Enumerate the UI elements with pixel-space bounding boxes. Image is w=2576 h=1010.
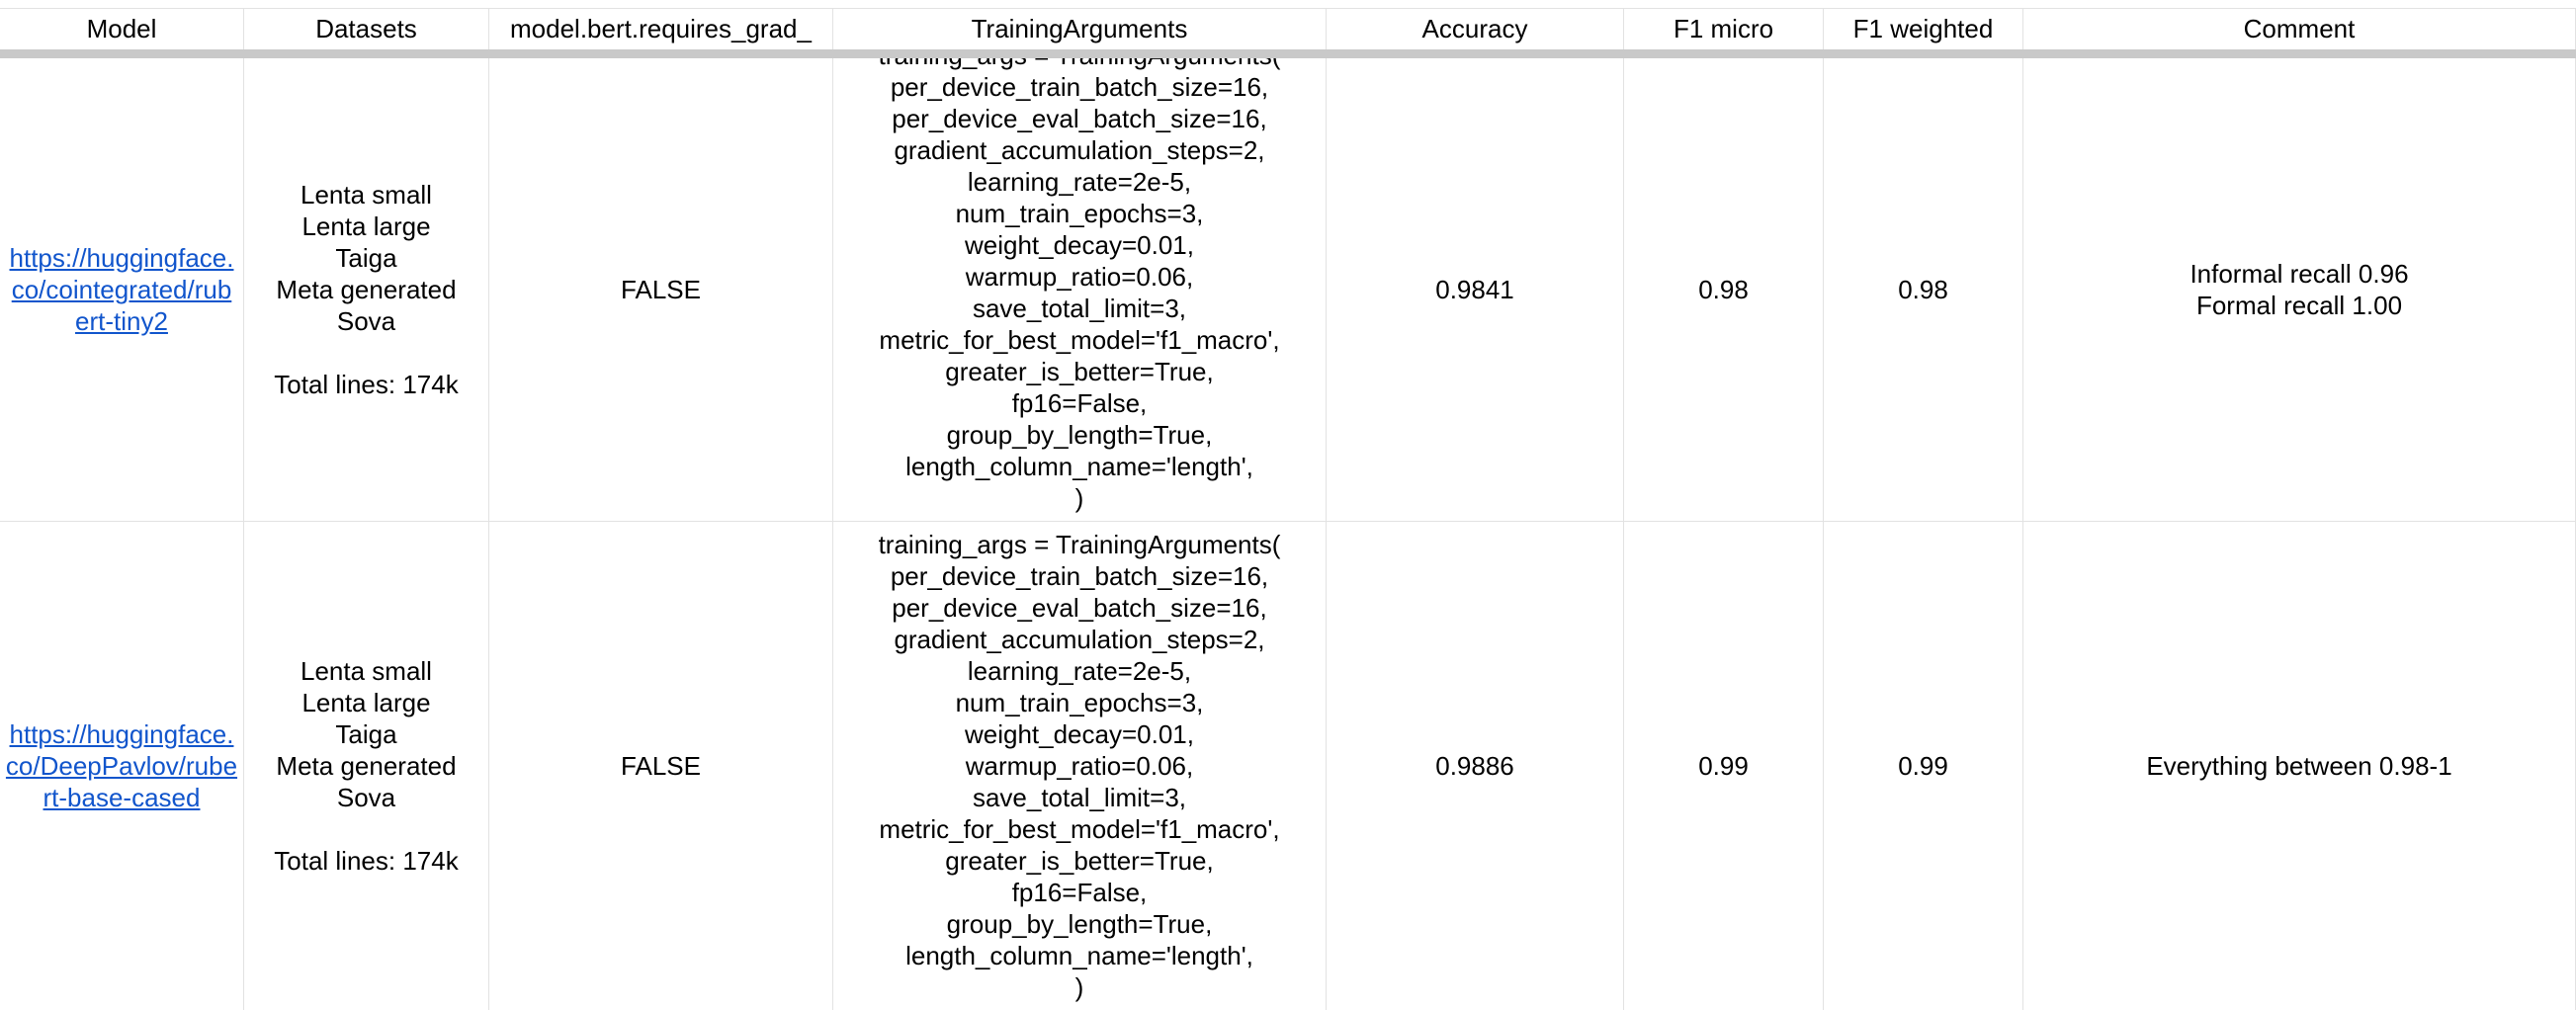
frozen-row-divider[interactable] (0, 49, 2576, 58)
dataset-line: Sova (336, 306, 396, 336)
dataset-line: Lenta small (301, 656, 432, 686)
training-arg-line: group_by_length=True, (946, 420, 1213, 450)
dataset-line: Meta generated (276, 275, 457, 304)
accuracy-cell[interactable]: 0.9841 (1327, 58, 1624, 521)
datasets-cell[interactable]: Lenta small Lenta large Taiga Meta gener… (244, 58, 489, 521)
table-row: https://huggingface.co/DeepPavlov/rubert… (0, 522, 2576, 1010)
training-arg-line: warmup_ratio=0.06, (965, 751, 1194, 781)
training-arg-line: learning_rate=2e-5, (967, 167, 1192, 197)
training-arguments-cell[interactable]: training_args = TrainingArguments( per_d… (833, 522, 1327, 1010)
header-comment[interactable]: Comment (2023, 8, 2576, 49)
comment-cell[interactable]: Everything between 0.98-1 (2023, 522, 2576, 1010)
model-link[interactable]: https://huggingface.co/DeepPavlov/rubert… (5, 719, 238, 812)
f1-weighted-cell[interactable]: 0.98 (1824, 58, 2023, 521)
training-arg-line: per_device_train_batch_size=16, (890, 72, 1269, 102)
dataset-total-lines: Total lines: 174k (274, 846, 459, 876)
requires-grad-cell[interactable]: FALSE (489, 522, 833, 1010)
header-accuracy[interactable]: Accuracy (1327, 8, 1624, 49)
datasets-cell[interactable]: Lenta small Lenta large Taiga Meta gener… (244, 522, 489, 1010)
training-arg-line: per_device_eval_batch_size=16, (892, 104, 1267, 133)
header-row: Model Datasets model.bert.requires_grad_… (0, 8, 2576, 52)
dataset-line: Taiga (335, 243, 397, 273)
training-arg-line: gradient_accumulation_steps=2, (894, 135, 1265, 165)
training-arg-line: greater_is_better=True, (945, 846, 1214, 876)
training-arg-line: num_train_epochs=3, (955, 688, 1204, 717)
training-arg-line: learning_rate=2e-5, (967, 656, 1192, 686)
model-link[interactable]: https://huggingface.co/cointegrated/rube… (9, 243, 234, 336)
dataset-line: Taiga (335, 719, 397, 749)
header-training-arguments[interactable]: TrainingArguments (833, 8, 1327, 49)
comment-cell[interactable]: Informal recall 0.96 Formal recall 1.00 (2023, 58, 2576, 521)
model-cell[interactable]: https://huggingface.co/DeepPavlov/rubert… (0, 522, 244, 1010)
training-arg-line: ) (1074, 972, 1084, 1002)
training-arguments-cell[interactable]: training_args = TrainingArguments( per_d… (833, 58, 1327, 521)
f1-micro-cell[interactable]: 0.98 (1624, 58, 1824, 521)
sheet-top-edge (0, 0, 2576, 9)
training-arg-line: training_args = TrainingArguments( (878, 530, 1281, 559)
header-model[interactable]: Model (0, 8, 244, 49)
model-cell[interactable]: https://huggingface.co/cointegrated/rube… (0, 58, 244, 521)
comment-line: Formal recall 1.00 (2195, 291, 2403, 320)
comment-line: Informal recall 0.96 (2190, 259, 2409, 289)
header-datasets[interactable]: Datasets (244, 8, 489, 49)
header-f1-micro[interactable]: F1 micro (1624, 8, 1824, 49)
training-arg-line: fp16=False, (1011, 878, 1148, 907)
training-arg-line: num_train_epochs=3, (955, 199, 1204, 228)
training-arg-line: warmup_ratio=0.06, (965, 262, 1194, 292)
f1-weighted-cell[interactable]: 0.99 (1824, 522, 2023, 1010)
training-arg-line: weight_decay=0.01, (964, 230, 1194, 260)
training-arg-line: fp16=False, (1011, 388, 1148, 418)
training-arg-line: metric_for_best_model='f1_macro', (879, 814, 1280, 844)
dataset-line: Lenta small (301, 180, 432, 210)
training-arg-line: save_total_limit=3, (972, 294, 1187, 323)
dataset-line: Sova (336, 783, 396, 812)
f1-micro-cell[interactable]: 0.99 (1624, 522, 1824, 1010)
dataset-line: Lenta large (301, 211, 431, 241)
table-row: https://huggingface.co/cointegrated/rube… (0, 58, 2576, 522)
training-arg-line: gradient_accumulation_steps=2, (894, 625, 1265, 654)
training-arg-line: weight_decay=0.01, (964, 719, 1194, 749)
training-arg-line: per_device_train_batch_size=16, (890, 561, 1269, 591)
training-arg-line: group_by_length=True, (946, 909, 1213, 939)
training-arg-line: per_device_eval_batch_size=16, (892, 593, 1267, 623)
dataset-line: Lenta large (301, 688, 431, 717)
dataset-line: Meta generated (276, 751, 457, 781)
training-arg-line: greater_is_better=True, (945, 357, 1214, 386)
dataset-total-lines: Total lines: 174k (274, 370, 459, 399)
header-f1-weighted[interactable]: F1 weighted (1824, 8, 2023, 49)
training-arg-line: metric_for_best_model='f1_macro', (879, 325, 1280, 355)
training-arg-line: training_args = TrainingArguments( (879, 58, 1281, 71)
training-arg-line: length_column_name='length', (905, 452, 1253, 481)
requires-grad-cell[interactable]: FALSE (489, 58, 833, 521)
comment-line: Everything between 0.98-1 (2146, 751, 2452, 781)
header-requires-grad[interactable]: model.bert.requires_grad_ (489, 8, 833, 49)
training-arg-line: save_total_limit=3, (972, 783, 1187, 812)
training-arg-line: length_column_name='length', (905, 941, 1253, 970)
accuracy-cell[interactable]: 0.9886 (1327, 522, 1624, 1010)
training-arg-line: ) (1074, 483, 1084, 513)
